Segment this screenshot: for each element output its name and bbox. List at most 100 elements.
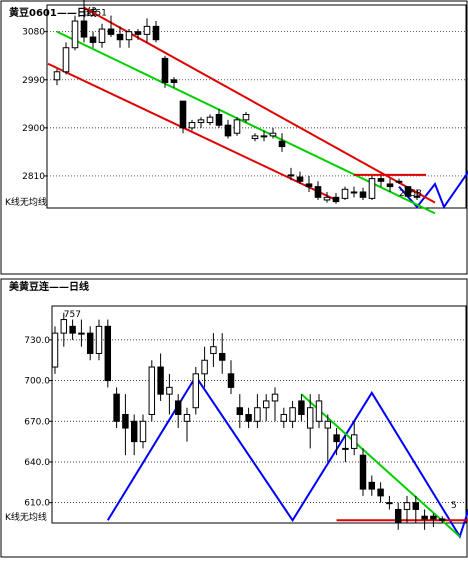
chart-panel-bottom: 美黄豆连——日线 K线无均线 610.0 640.0 670.0 700.0 730.0… [0, 278, 468, 558]
candle-body-top [242, 114, 250, 121]
candle-body-bottom [298, 400, 305, 415]
candle-body-bottom [403, 502, 411, 510]
candle-body-bottom [201, 359, 208, 375]
candle-body-bottom [210, 346, 217, 354]
chart-panel-top: 黄豆0601——日线 K线无均线 2810 2900 2990 3080 3151 275… [0, 0, 468, 276]
candle-body-top [62, 47, 70, 73]
annotation-top: 3151 [84, 9, 107, 19]
candle-body-bottom [227, 373, 235, 388]
candle-body-top [152, 25, 160, 41]
candle-body-bottom [113, 393, 120, 422]
y-tick-label-top: 2810 [22, 172, 45, 182]
trend-line-top [83, 6, 436, 204]
candle-body-top [332, 196, 340, 203]
candle-body-bottom [377, 488, 384, 497]
candle-body-bottom [394, 508, 402, 524]
candle-body-top [80, 20, 88, 38]
candle-body-top [125, 31, 133, 41]
candle-body-bottom [306, 407, 314, 429]
chart-svg-top: 黄豆0601——日线 K线无均线 28102900299030803151275… [0, 0, 468, 275]
candle-body-top [116, 33, 124, 41]
candle-body-bottom [183, 414, 191, 422]
candle-body-bottom [254, 407, 261, 422]
candle-body-top [170, 79, 178, 83]
candle-body-top [161, 57, 169, 83]
candle-body-bottom [130, 420, 138, 443]
candle-body-top [206, 116, 214, 124]
annotation-bottom: 5 [451, 501, 457, 511]
candle-body-bottom [350, 434, 358, 449]
projection-line-bottom [106, 374, 468, 539]
candle-body-bottom [315, 400, 323, 422]
candle-body-bottom [139, 420, 147, 443]
candle-body-bottom [51, 332, 59, 368]
trend-line-top [47, 62, 337, 201]
footer-label-top: K线无均线 [5, 196, 47, 208]
candle-body-bottom [368, 481, 376, 490]
chart-svg-bottom: 美黄豆连——日线 K线无均线 610.0 640.0 670.0 700.0 730.0… [0, 278, 468, 558]
candle-body-top [143, 25, 151, 35]
candle-body-bottom [104, 325, 112, 382]
projection-line-top [398, 170, 468, 210]
candle-body-bottom [386, 502, 393, 505]
candle-body-bottom [95, 325, 103, 354]
candle-body-bottom [86, 332, 94, 354]
candle-body-top [98, 28, 106, 43]
candle-body-bottom [271, 393, 279, 402]
candle-body-top [53, 71, 61, 81]
y-tick-label-top: 2900 [22, 124, 45, 134]
candle-body-top [386, 183, 394, 188]
candle-body-top [377, 178, 385, 182]
y-tick-label-bottom: 700.0 [24, 377, 50, 387]
candle-body-top [278, 140, 286, 148]
candle-body-bottom [192, 373, 200, 409]
trend-line-bottom [300, 393, 461, 538]
candle-body-bottom [122, 414, 129, 429]
y-tick-label-top: 2990 [22, 76, 45, 86]
y-tick-label-bottom: 640.0 [24, 458, 50, 468]
candle-body-bottom [78, 332, 85, 335]
candle-body-top [179, 100, 187, 129]
candle-body-top [260, 135, 268, 138]
candle-body-top [89, 36, 97, 43]
candle-body-top [395, 180, 403, 183]
candle-body-bottom [324, 420, 332, 429]
candle-body-top [197, 119, 205, 124]
candle-body-top [368, 178, 376, 199]
candle-body-top [287, 174, 295, 177]
candle-body-top [296, 176, 304, 182]
candle-body-top [134, 31, 142, 35]
candle-body-top [350, 191, 358, 194]
candle-body-top [305, 183, 313, 188]
candle-body-top [215, 114, 223, 126]
chart-title-bottom: 美黄豆连——日线 [9, 280, 89, 293]
candle-body-bottom [430, 515, 437, 520]
candle-body-top [233, 119, 241, 134]
candle-body-bottom [289, 407, 296, 422]
candle-body-bottom [412, 502, 420, 510]
candle-body-bottom [218, 352, 226, 361]
candle-body-top [314, 186, 322, 198]
candle-body-bottom [245, 414, 252, 422]
candle-body-top [188, 122, 196, 129]
y-tick-label-bottom: 670.0 [24, 417, 50, 427]
candle-body-bottom [280, 414, 288, 422]
candle-body-bottom [174, 400, 182, 415]
candle-body-top [359, 191, 367, 198]
candle-body-top [251, 135, 259, 140]
candle-body-bottom [236, 407, 244, 415]
candle-body-bottom [359, 454, 367, 490]
candle-body-top [341, 188, 349, 199]
candle-body-top [404, 186, 412, 197]
candle-body-bottom [421, 515, 428, 520]
candle-body-bottom [157, 366, 164, 395]
candle-body-bottom [166, 386, 173, 395]
footer-label-bottom: K线无均线 [5, 511, 47, 523]
candle-body-top [224, 124, 232, 137]
y-tick-label-bottom: 610.0 [24, 499, 50, 509]
candle-body-top [413, 195, 421, 198]
candle-body-bottom [148, 366, 156, 415]
candle-body-top [323, 196, 331, 201]
candle-body-bottom [333, 434, 340, 443]
candle-body-top [71, 20, 79, 49]
